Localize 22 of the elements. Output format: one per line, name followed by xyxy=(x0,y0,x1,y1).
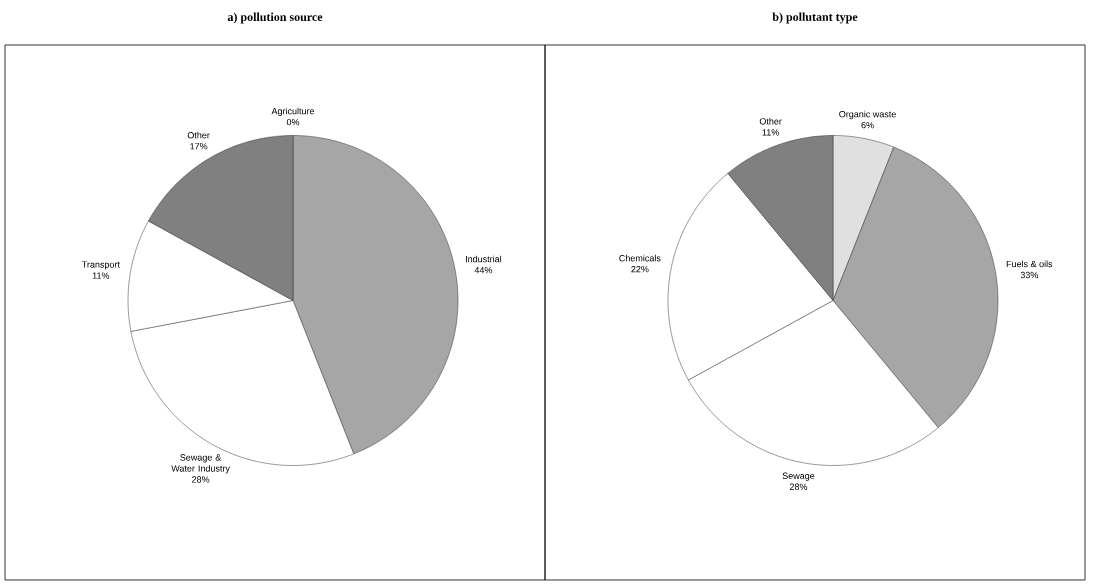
slice-label: Transport xyxy=(81,261,120,270)
slice-label: Fuels & oils xyxy=(1006,260,1053,268)
category-label: Agriculture xyxy=(271,107,315,117)
chart-title: b) pollutant type xyxy=(772,12,858,24)
text: 0% xyxy=(286,118,300,126)
slice-label: Industrial xyxy=(465,255,502,263)
slice-label: Other xyxy=(759,117,782,125)
slice-label: Chemicals xyxy=(619,254,661,262)
data-label: 17% xyxy=(190,143,208,150)
chart-title: a) pollution source xyxy=(227,12,323,24)
data-label: 11% xyxy=(762,129,779,136)
data-label: 44% xyxy=(474,266,493,274)
slice-label: Sewage xyxy=(782,472,815,481)
slice-label: Other xyxy=(187,131,210,139)
data-label: 6% xyxy=(861,121,874,129)
slice-label: Organic waste xyxy=(839,110,896,120)
data-label: 28% xyxy=(192,476,210,483)
data-label: 33% xyxy=(1020,271,1039,279)
data-label: 28% xyxy=(789,483,808,490)
data-label: 22% xyxy=(631,266,649,273)
data-label: 11% xyxy=(92,272,110,279)
slice-label: Sewage & Water Industry xyxy=(171,454,230,474)
